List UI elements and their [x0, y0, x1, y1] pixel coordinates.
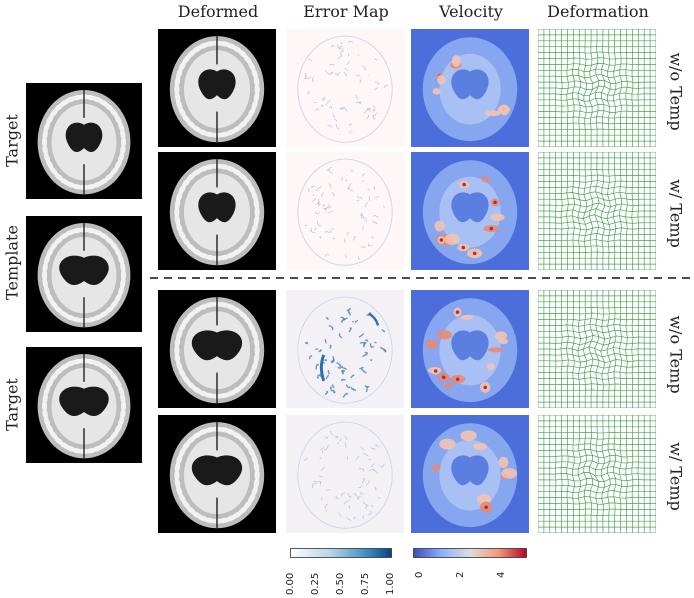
left-label-template: Template	[2, 225, 22, 300]
separator-dashed-line	[150, 277, 690, 279]
column-title-deformation: Deformation	[547, 2, 649, 21]
panel-row3-deformation	[538, 290, 656, 408]
error-colorbar-tick-0: 0.00	[285, 572, 296, 595]
panel-row3-error-map	[286, 290, 404, 408]
error-colorbar-tick-2: 0.50	[335, 572, 346, 595]
column-title-deformed: Deformed	[177, 2, 259, 21]
row-label-2: w/ Temp	[666, 179, 686, 248]
row-label-1: w/o Temp	[666, 52, 686, 131]
left-label-target-bottom: Target	[2, 378, 22, 431]
panel-row4-error-map	[286, 415, 404, 533]
column-title-velocity: Velocity	[439, 2, 503, 21]
panel-row4-deformed	[158, 415, 276, 533]
velocity-colorbar-tick-0: 0	[413, 571, 425, 578]
panel-row4-deformation	[538, 415, 656, 533]
target-image-bottom	[26, 347, 142, 463]
row-label-3: w/o Temp	[666, 315, 686, 394]
left-label-target-top: Target	[2, 114, 22, 167]
panel-row4-velocity	[411, 415, 529, 533]
panel-row2-error-map	[286, 152, 404, 270]
panel-row1-velocity	[411, 29, 529, 147]
panel-row1-deformation	[538, 29, 656, 147]
panel-row2-deformation	[538, 152, 656, 270]
error-colorbar-tick-4: 1.00	[385, 572, 396, 595]
panel-row1-deformed	[158, 29, 276, 147]
row-label-4: w/ Temp	[666, 442, 686, 511]
template-image	[26, 216, 142, 332]
panel-row3-velocity	[411, 290, 529, 408]
velocity-colorbar-tick-1: 2	[454, 571, 466, 578]
panel-row2-velocity	[411, 152, 529, 270]
target-image-top	[26, 83, 142, 199]
column-title-error-map: Error Map	[303, 2, 389, 21]
velocity-colorbar	[413, 548, 527, 558]
error-colorbar	[290, 548, 392, 558]
panel-row1-error-map	[286, 29, 404, 147]
error-colorbar-tick-1: 0.25	[310, 572, 321, 595]
error-colorbar-tick-3: 0.75	[360, 572, 371, 595]
panel-row2-deformed	[158, 152, 276, 270]
panel-row3-deformed	[158, 290, 276, 408]
velocity-colorbar-tick-2: 4	[495, 571, 507, 578]
